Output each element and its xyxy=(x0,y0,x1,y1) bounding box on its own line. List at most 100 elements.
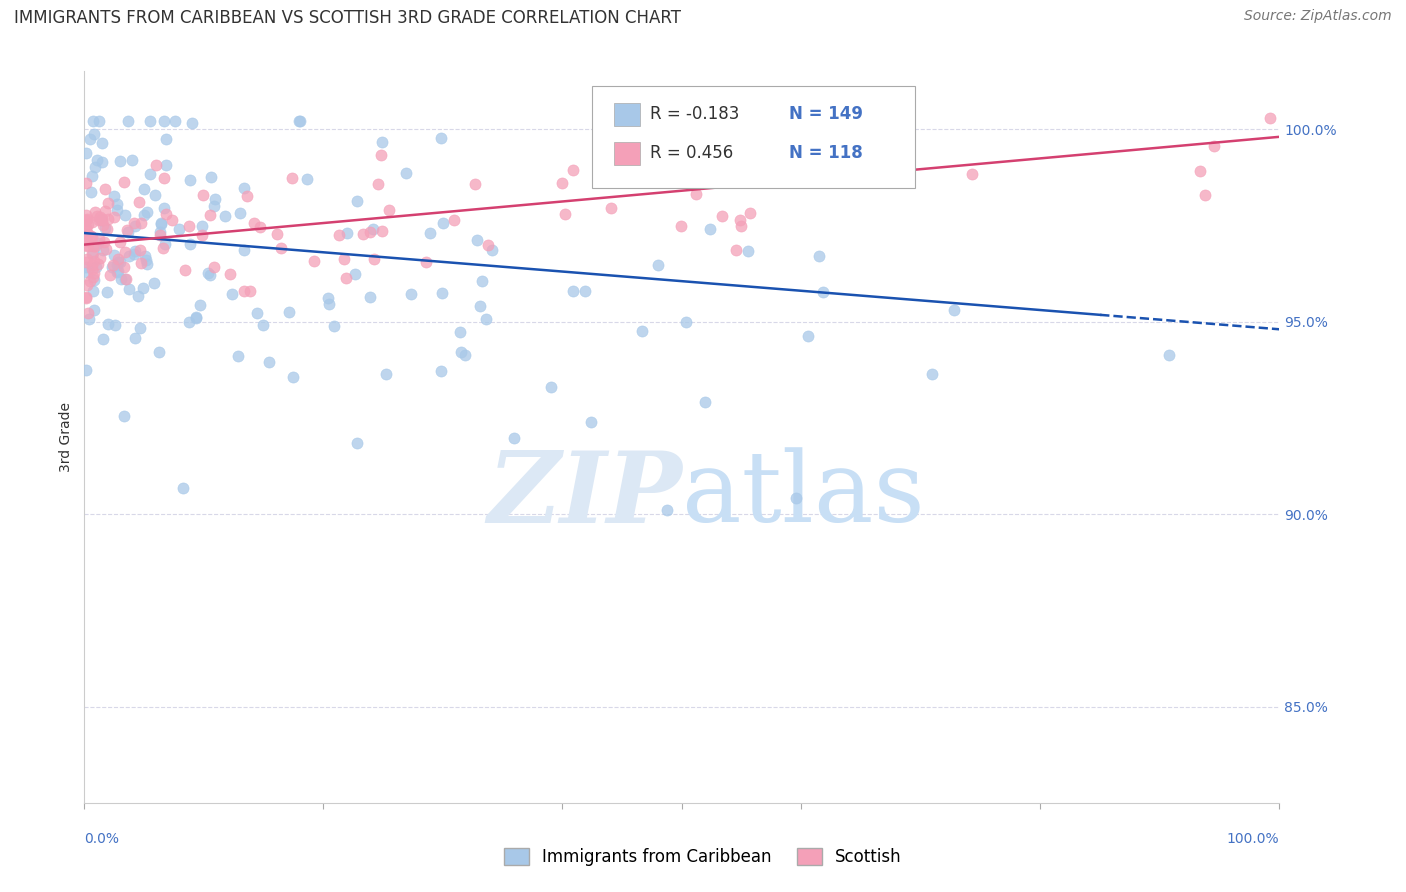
Point xyxy=(145,158,167,172)
Point xyxy=(129,243,152,257)
Text: N = 118: N = 118 xyxy=(790,145,863,162)
Point xyxy=(288,114,311,128)
FancyBboxPatch shape xyxy=(592,86,915,188)
Point xyxy=(239,284,262,298)
Point xyxy=(97,212,120,227)
Point xyxy=(118,249,141,263)
Point xyxy=(278,305,301,319)
Point xyxy=(921,368,943,382)
Point xyxy=(669,219,692,233)
Point xyxy=(79,274,101,288)
Point xyxy=(91,154,114,169)
Point xyxy=(83,266,105,280)
Point xyxy=(259,355,281,369)
Point xyxy=(333,252,356,266)
Point xyxy=(797,329,820,343)
Point xyxy=(737,244,759,259)
Point xyxy=(105,265,128,279)
Point xyxy=(730,213,752,227)
Point xyxy=(1189,164,1212,178)
Point xyxy=(730,219,752,233)
Point xyxy=(91,136,114,151)
Text: 100.0%: 100.0% xyxy=(1227,832,1279,846)
Point xyxy=(149,227,172,242)
Point xyxy=(135,252,157,267)
Point xyxy=(129,321,152,335)
Point xyxy=(80,261,103,276)
Point xyxy=(361,222,384,236)
Point xyxy=(148,344,170,359)
Point xyxy=(103,188,125,202)
Point xyxy=(449,325,471,339)
Point xyxy=(432,216,454,230)
Point xyxy=(77,227,100,241)
Point xyxy=(281,170,304,185)
Point xyxy=(75,213,97,227)
Point xyxy=(155,207,177,221)
Point xyxy=(221,287,243,301)
Text: R = -0.183: R = -0.183 xyxy=(650,104,740,123)
Point xyxy=(80,185,103,199)
Point xyxy=(167,221,190,235)
Point xyxy=(91,243,114,257)
Point xyxy=(98,268,121,282)
Point xyxy=(90,212,112,227)
Point xyxy=(344,267,367,281)
Point xyxy=(107,255,129,269)
Point xyxy=(233,181,256,195)
Point xyxy=(184,310,207,324)
Point xyxy=(82,246,104,260)
Text: R = 0.456: R = 0.456 xyxy=(650,145,733,162)
Point xyxy=(107,252,129,267)
Point xyxy=(129,255,152,269)
Text: IMMIGRANTS FROM CARIBBEAN VS SCOTTISH 3RD GRADE CORRELATION CHART: IMMIGRANTS FROM CARIBBEAN VS SCOTTISH 3R… xyxy=(14,9,681,27)
Point xyxy=(377,202,399,217)
FancyBboxPatch shape xyxy=(614,103,640,127)
Point xyxy=(143,276,166,290)
Point xyxy=(96,285,118,300)
Point xyxy=(540,379,562,393)
Point xyxy=(191,228,214,243)
Point xyxy=(693,394,716,409)
Point xyxy=(93,182,115,196)
Point xyxy=(97,196,120,211)
Point xyxy=(960,167,983,181)
Point xyxy=(96,222,118,236)
Point xyxy=(124,244,146,258)
Point xyxy=(89,213,111,227)
Point xyxy=(430,131,453,145)
Point xyxy=(152,114,174,128)
Point xyxy=(419,226,441,240)
Point xyxy=(80,258,103,272)
Point xyxy=(75,291,97,305)
Point xyxy=(395,166,418,180)
Point xyxy=(328,228,350,243)
Point xyxy=(76,238,98,252)
Point xyxy=(477,238,499,252)
Point xyxy=(87,232,110,246)
Point xyxy=(785,491,807,506)
Point xyxy=(128,195,150,210)
Point xyxy=(685,187,707,202)
Point xyxy=(174,263,197,277)
Point xyxy=(112,260,135,274)
Point xyxy=(150,217,173,231)
Point xyxy=(86,257,108,271)
Point xyxy=(430,285,453,300)
Point xyxy=(346,436,368,450)
Point xyxy=(155,237,177,252)
Point xyxy=(481,243,503,257)
Point xyxy=(1202,139,1225,153)
Point xyxy=(153,170,176,185)
Point xyxy=(75,220,97,235)
Point xyxy=(124,331,146,345)
Point xyxy=(76,217,98,231)
Point xyxy=(76,212,98,227)
Point xyxy=(551,176,574,190)
Point xyxy=(82,285,104,299)
Point xyxy=(75,260,97,274)
Point xyxy=(107,264,129,278)
Point xyxy=(155,131,177,145)
Point xyxy=(93,204,115,219)
Text: ZIP: ZIP xyxy=(486,448,682,544)
